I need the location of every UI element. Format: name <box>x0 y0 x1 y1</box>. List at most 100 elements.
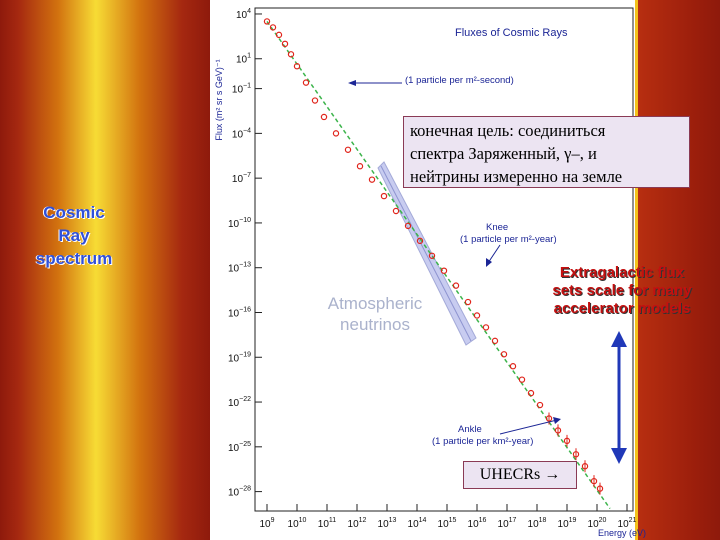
extragalactic-line: accelerator models <box>553 300 691 317</box>
x-tick-label: 1014 <box>408 517 427 530</box>
y-tick-label: 10−22 <box>228 396 251 409</box>
data-point <box>473 312 481 319</box>
chart-annotation-knee: Knee <box>486 222 508 233</box>
x-axis: 109 1010 1011 1012 1013 1014 1015 1016 1017 1018 1… <box>259 504 637 530</box>
data-point <box>332 130 340 137</box>
x-tick-label: 1013 <box>378 517 397 530</box>
data-point <box>320 113 328 121</box>
slide-side-title: Cosmic Ray spectrum <box>14 201 134 270</box>
data-point <box>428 252 436 259</box>
power-law-fit-line <box>266 21 611 510</box>
data-point <box>293 63 301 70</box>
left-gradient-background <box>0 0 210 540</box>
data-point <box>509 363 517 370</box>
data-point <box>281 40 289 48</box>
y-tick-label: 10−13 <box>228 262 251 275</box>
neutrino-band-edge <box>380 165 472 342</box>
atmospheric-neutrinos-label: Atmospheric neutrinos <box>302 293 448 335</box>
russian-goal-line: конечная цель: соединиться <box>410 121 606 140</box>
atmospheric-line: Atmospheric <box>327 294 423 313</box>
extragalactic-label: Extragalactic flux sets scale for many a… <box>526 264 718 318</box>
data-point <box>554 427 562 434</box>
data-point <box>404 222 412 230</box>
data-point <box>302 79 310 86</box>
data-point <box>287 51 295 58</box>
x-tick-label: 1017 <box>498 517 517 530</box>
arrow-head-icon <box>348 80 356 86</box>
data-point <box>311 97 319 104</box>
arrow-knee <box>487 244 501 264</box>
chart-title: Fluxes of Cosmic Rays <box>455 27 568 39</box>
data-point <box>596 485 604 492</box>
y-tick-label: 101 <box>236 53 251 66</box>
uhecr-label: UHECRs <box>479 466 541 483</box>
chart-annotation-knee: (1 particle per m²-year) <box>460 234 557 245</box>
x-tick-label: 1015 <box>438 517 457 530</box>
data-point <box>269 24 277 31</box>
data-point <box>275 31 283 39</box>
data-point <box>491 337 499 345</box>
russian-goal-box: конечная цель: соединиться спектра Заряж… <box>403 116 690 188</box>
chart-annotation-ankle: (1 particle per km²-year) <box>432 436 533 447</box>
data-point <box>452 282 460 289</box>
x-tick-label: 1019 <box>558 517 577 530</box>
x-tick-label: 1011 <box>318 517 336 530</box>
data-point <box>464 298 472 306</box>
y-tick-label: 10−4 <box>232 127 251 140</box>
y-axis: 104 101 10−1 10−4 10−7 10−10 10−13 10−16 10−19 10… <box>228 8 262 499</box>
y-tick-label: 10−28 <box>228 486 251 499</box>
data-point <box>590 477 598 485</box>
data-point <box>500 351 508 358</box>
arrow-head-icon <box>553 417 561 424</box>
data-point <box>344 146 352 153</box>
arrow-head-icon <box>486 258 492 267</box>
y-tick-label: 10−16 <box>228 306 251 319</box>
data-point <box>380 192 388 200</box>
data-points <box>263 18 604 495</box>
x-tick-label: 1010 <box>288 517 307 530</box>
data-point <box>572 451 580 458</box>
chart-annotation-one-per-m2-second: (1 particle per m²-second) <box>405 75 514 86</box>
arrow-ankle <box>499 419 558 435</box>
data-point <box>581 463 589 470</box>
arrow-right-icon: → <box>544 466 561 483</box>
y-tick-label: 10−19 <box>228 351 251 364</box>
side-title-line: Ray <box>58 226 90 245</box>
data-point <box>563 437 571 445</box>
extragalactic-line: sets scale for many <box>552 282 692 299</box>
right-background <box>636 0 720 540</box>
x-tick-label: 1016 <box>468 517 487 530</box>
data-point <box>440 267 448 274</box>
y-tick-label: 10−1 <box>232 83 251 96</box>
data-point <box>518 376 526 383</box>
x-tick-label: 1020 <box>588 517 607 530</box>
y-tick-label: 10−7 <box>232 172 251 185</box>
y-tick-label: 10−25 <box>228 441 251 454</box>
data-point <box>482 324 490 331</box>
data-point <box>263 18 271 25</box>
chart-annotations: (1 particle per m²-second)Knee(1 particl… <box>405 75 557 447</box>
data-point <box>545 415 553 422</box>
x-tick-label: 109 <box>259 517 274 530</box>
x-tick-label: 1018 <box>528 517 547 530</box>
range-arrow-up-icon <box>611 331 627 347</box>
side-title-line: Cosmic <box>43 203 105 222</box>
uhecr-box: UHECRs → <box>463 461 577 489</box>
chart-panel <box>210 0 635 540</box>
y-tick-label: 10−10 <box>228 217 251 230</box>
russian-goal-line: спектра Заряженный, γ–, и <box>410 144 597 163</box>
range-arrow-down-icon <box>611 448 627 464</box>
x-axis-label: Energy (eV) <box>598 528 646 538</box>
x-tick-label: 1021 <box>618 517 637 530</box>
y-tick-label: 104 <box>236 8 251 21</box>
russian-goal-line: нейтрины измеренно на земле <box>410 167 623 186</box>
y-axis-label: Flux (m² sr s GeV)⁻¹ <box>214 59 224 140</box>
data-point <box>527 389 535 397</box>
data-point <box>368 176 376 183</box>
x-tick-label: 1012 <box>348 517 367 530</box>
extragalactic-line: Extragalactic flux <box>559 264 685 281</box>
chart-annotation-ankle: Ankle <box>458 424 482 435</box>
plot-frame <box>254 7 634 512</box>
side-title-line: spectrum <box>35 249 113 268</box>
